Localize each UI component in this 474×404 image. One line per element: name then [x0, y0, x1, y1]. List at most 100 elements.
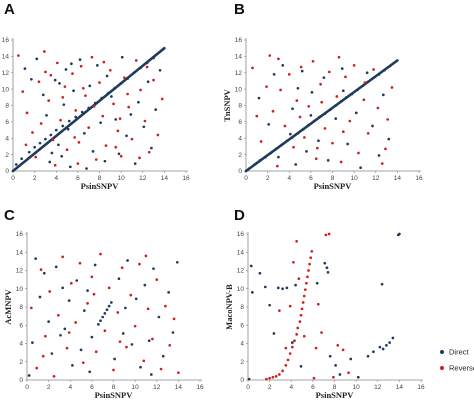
- reverse-point: [125, 345, 128, 349]
- reverse-point: [278, 309, 281, 312]
- y-tick-label: 10: [237, 286, 245, 293]
- direct-point: [398, 232, 401, 236]
- direct-point: [258, 271, 262, 275]
- panel-a: A02468101214160246810121416PsinSNPVChchN…: [2, 1, 190, 191]
- x-tick-label: 2: [268, 384, 272, 391]
- reverse-point: [76, 162, 80, 165]
- direct-point: [285, 139, 289, 143]
- direct-point: [272, 332, 276, 335]
- reverse-point: [144, 254, 148, 258]
- direct-point: [152, 267, 155, 271]
- direct-point: [146, 80, 150, 84]
- direct-point: [253, 163, 256, 166]
- reverse-point: [311, 59, 315, 63]
- reverse-point: [87, 126, 91, 129]
- direct-point: [247, 167, 251, 170]
- reverse-point: [177, 371, 180, 375]
- reverse-point: [90, 55, 94, 59]
- direct-point: [72, 89, 75, 93]
- direct-point: [307, 123, 311, 127]
- direct-point: [54, 265, 58, 269]
- direct-point: [359, 166, 362, 170]
- legend-reverse-label: Reverse: [449, 364, 474, 373]
- y-tick-label: 12: [16, 268, 24, 275]
- x-tick-label: 10: [132, 384, 140, 391]
- direct-point: [132, 71, 136, 75]
- x-tick-label: 2: [47, 384, 51, 391]
- direct-point: [103, 312, 107, 315]
- y-tick-label: 8: [240, 304, 244, 311]
- x-tick-label: 16: [196, 384, 204, 391]
- direct-point: [154, 108, 158, 111]
- x-tick-label: 6: [90, 384, 94, 391]
- reverse-point: [310, 249, 314, 253]
- direct-point: [60, 154, 64, 158]
- direct-point: [315, 281, 319, 285]
- y-tick-label: 2: [238, 152, 242, 159]
- direct-point: [349, 357, 353, 361]
- direct-point: [361, 84, 365, 88]
- direct-point: [95, 64, 99, 67]
- reverse-point: [271, 375, 275, 379]
- reverse-point: [277, 57, 280, 61]
- x-tick-label: 14: [396, 384, 404, 391]
- x-tick-label: 12: [139, 175, 147, 182]
- reverse-point: [52, 375, 56, 378]
- reverse-point: [316, 146, 319, 150]
- direct-point: [249, 264, 253, 268]
- direct-point: [281, 287, 284, 291]
- direct-point: [105, 74, 109, 78]
- reverse-point: [298, 115, 302, 119]
- direct-point: [365, 71, 369, 75]
- reverse-point: [21, 90, 25, 93]
- x-tick-label: 8: [98, 175, 102, 182]
- direct-point: [75, 279, 79, 282]
- direct-point: [58, 82, 61, 85]
- y-tick-label: 10: [16, 286, 24, 293]
- reverse-point: [37, 80, 41, 84]
- reverse-point: [300, 307, 304, 311]
- direct-point: [68, 165, 72, 169]
- direct-point: [38, 141, 42, 145]
- reverse-point: [301, 301, 305, 304]
- direct-point: [82, 309, 86, 312]
- x-tick-label: 0: [25, 384, 29, 391]
- reverse-point: [299, 65, 303, 69]
- reverse-point: [44, 334, 47, 338]
- reverse-point: [337, 55, 341, 59]
- x-tick-label: 2: [266, 175, 270, 182]
- reverse-point: [44, 70, 47, 74]
- direct-point: [124, 306, 127, 310]
- direct-point: [285, 286, 289, 290]
- direct-point: [100, 96, 104, 100]
- direct-point: [340, 67, 344, 71]
- direct-point: [50, 151, 54, 155]
- y-tick-label: 4: [19, 341, 23, 348]
- reverse-point: [116, 311, 120, 314]
- x-tick-label: 4: [287, 175, 291, 182]
- direct-point: [291, 136, 294, 139]
- direct-point: [86, 289, 89, 292]
- direct-point: [247, 377, 251, 381]
- direct-point: [20, 157, 23, 161]
- direct-point: [117, 277, 121, 281]
- direct-point: [290, 341, 294, 344]
- direct-point: [145, 61, 149, 65]
- reverse-point: [255, 114, 259, 118]
- reverse-point: [341, 130, 345, 134]
- reverse-point: [34, 155, 38, 159]
- direct-point: [93, 101, 97, 105]
- x-tick-label: 14: [175, 384, 183, 391]
- direct-point: [79, 348, 83, 352]
- direct-point: [88, 84, 92, 88]
- y-tick-label: 4: [238, 135, 242, 142]
- legend-direct-marker: [440, 350, 444, 354]
- reverse-point: [324, 233, 328, 237]
- direct-point: [45, 113, 48, 117]
- reverse-point: [43, 50, 46, 53]
- direct-point: [339, 100, 343, 103]
- direct-point: [372, 76, 375, 80]
- panel-letter-a: A: [4, 1, 15, 18]
- y-tick-label: 6: [240, 322, 244, 329]
- direct-point: [97, 322, 100, 326]
